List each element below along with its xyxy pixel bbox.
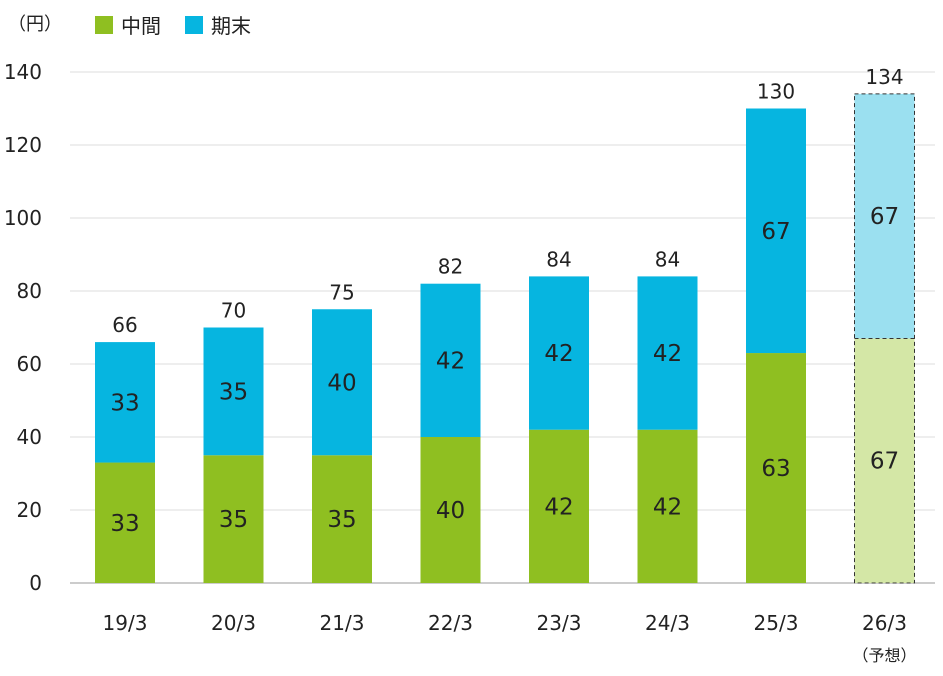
- y-tick-label: 100: [4, 206, 42, 230]
- data-label-year-end: 42: [436, 348, 465, 374]
- legend-label-year-end: 期末: [211, 14, 251, 38]
- y-tick-label: 120: [4, 133, 42, 157]
- legend-label-interim: 中間: [121, 14, 161, 38]
- bar-interim: [312, 455, 372, 583]
- bar-interim: [529, 429, 589, 583]
- y-tick-label: 60: [17, 352, 42, 376]
- y-tick-label: 0: [29, 571, 42, 595]
- bar-year-end: [746, 108, 806, 354]
- x-tick-note: （予想）: [852, 646, 916, 665]
- bar-year-end: [420, 283, 481, 437]
- bar-interim: [746, 353, 806, 583]
- y-axis-unit: （円）: [8, 14, 62, 35]
- data-label-interim: 33: [110, 511, 139, 537]
- y-tick-label: 80: [17, 279, 42, 303]
- data-label-interim: 67: [870, 449, 899, 475]
- total-label: 84: [546, 247, 571, 271]
- legend-item-interim: 中間: [95, 10, 161, 39]
- bar-year-end: [95, 342, 155, 463]
- data-label-year-end: 67: [870, 204, 899, 230]
- y-tick-label: 20: [17, 498, 42, 522]
- x-tick-label: 23/3: [537, 611, 582, 635]
- bar-interim: [203, 455, 264, 583]
- total-label: 134: [865, 65, 903, 89]
- bar-interim: [420, 437, 481, 583]
- total-label: 70: [221, 299, 246, 323]
- x-tick-label: 20/3: [211, 611, 256, 635]
- total-label: 130: [757, 80, 795, 104]
- data-label-interim: 35: [327, 507, 356, 533]
- data-label-interim: 42: [653, 494, 682, 520]
- total-label: 66: [112, 313, 137, 337]
- total-label: 75: [329, 280, 354, 304]
- data-label-interim: 35: [219, 507, 248, 533]
- bar-year-end: [854, 93, 915, 339]
- x-tick-label: 21/3: [320, 611, 365, 635]
- bar-interim: [854, 338, 915, 583]
- bar-interim: [637, 429, 698, 583]
- legend-swatch-year-end: [185, 15, 203, 34]
- x-tick-label: 26/3: [862, 611, 907, 635]
- x-tick-label: 24/3: [645, 611, 690, 635]
- data-label-year-end: 35: [219, 379, 248, 405]
- y-tick-label: 140: [4, 60, 42, 84]
- x-tick-label: 22/3: [428, 611, 473, 635]
- data-label-year-end: 67: [761, 219, 790, 245]
- data-label-interim: 40: [436, 498, 465, 524]
- x-tick-label: 19/3: [103, 611, 148, 635]
- data-label-year-end: 42: [544, 341, 573, 367]
- bar-interim: [95, 462, 155, 583]
- bar-year-end: [203, 327, 264, 456]
- x-tick-label: 25/3: [754, 611, 799, 635]
- total-label: 84: [655, 247, 680, 271]
- y-tick-label: 40: [17, 425, 42, 449]
- bar-year-end: [312, 309, 372, 456]
- data-label-interim: 63: [761, 456, 790, 482]
- bar-year-end: [637, 276, 698, 430]
- bar-year-end: [529, 276, 589, 430]
- data-label-year-end: 42: [653, 341, 682, 367]
- data-label-year-end: 40: [327, 370, 356, 396]
- data-label-interim: 42: [544, 494, 573, 520]
- legend: 中間 期末: [95, 10, 251, 39]
- data-label-year-end: 33: [110, 390, 139, 416]
- legend-swatch-interim: [95, 15, 113, 34]
- legend-item-year-end: 期末: [185, 10, 251, 39]
- total-label: 82: [438, 255, 463, 279]
